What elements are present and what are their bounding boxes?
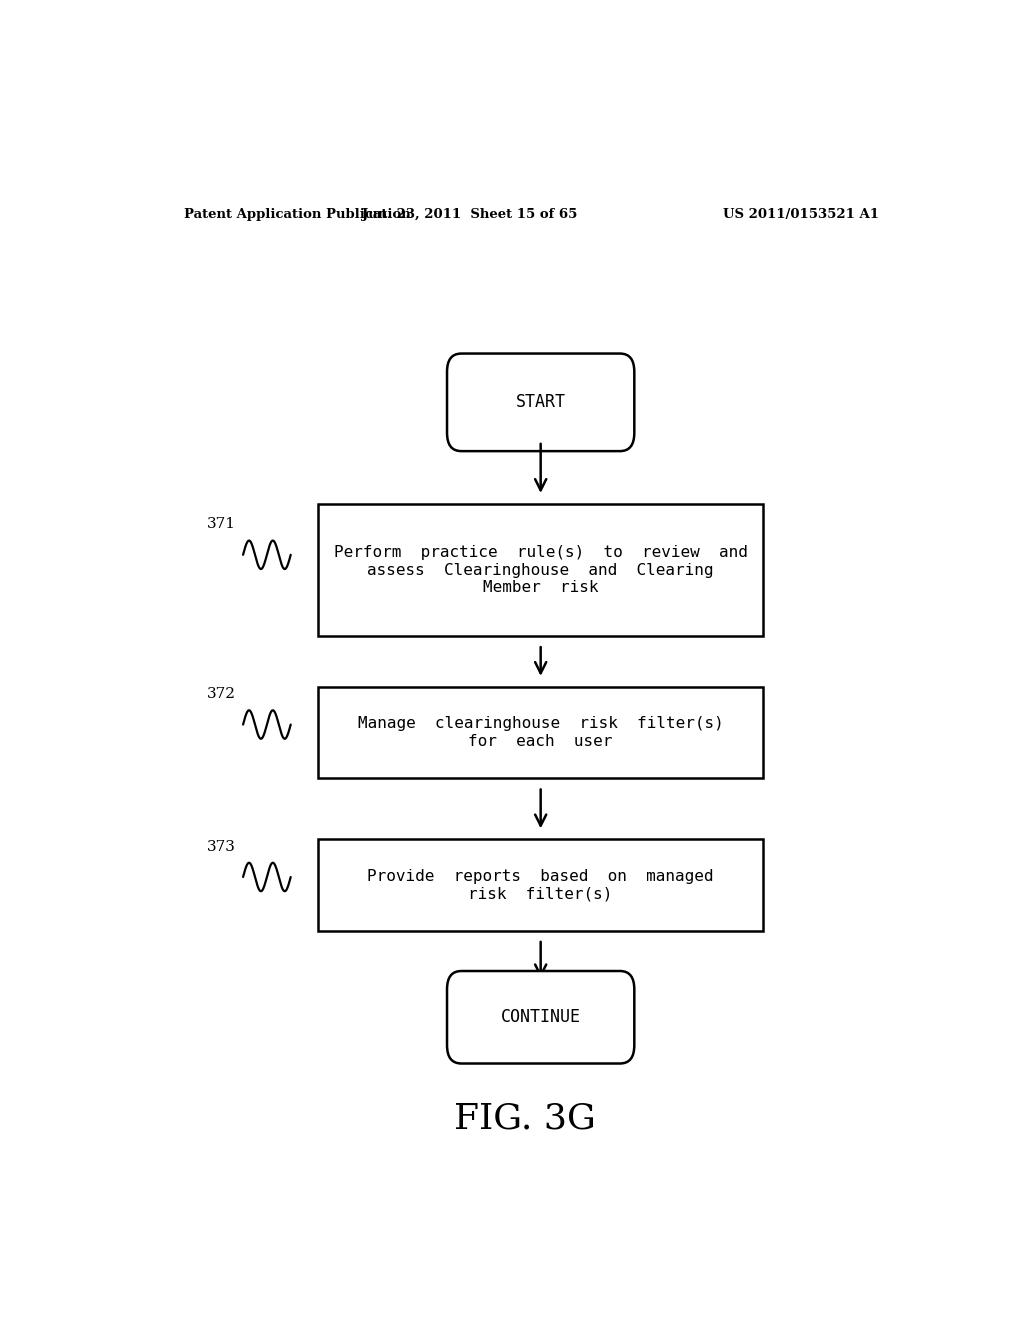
Text: CONTINUE: CONTINUE	[501, 1008, 581, 1026]
Text: Provide  reports  based  on  managed
risk  filter(s): Provide reports based on managed risk fi…	[368, 869, 714, 902]
Bar	[318, 840, 763, 931]
Text: Patent Application Publication: Patent Application Publication	[183, 207, 411, 220]
Text: FIG. 3G: FIG. 3G	[454, 1102, 596, 1137]
Text: 373: 373	[207, 840, 237, 854]
Text: Manage  clearinghouse  risk  filter(s)
for  each  user: Manage clearinghouse risk filter(s) for …	[357, 717, 724, 748]
Text: 372: 372	[207, 686, 237, 701]
Bar	[318, 686, 763, 779]
FancyBboxPatch shape	[447, 972, 634, 1064]
Text: US 2011/0153521 A1: US 2011/0153521 A1	[723, 207, 880, 220]
FancyBboxPatch shape	[447, 354, 634, 451]
Text: Perform  practice  rule(s)  to  review  and
assess  Clearinghouse  and  Clearing: Perform practice rule(s) to review and a…	[334, 545, 748, 595]
Text: START: START	[516, 393, 565, 412]
Text: 371: 371	[207, 517, 237, 532]
Text: Jun. 23, 2011  Sheet 15 of 65: Jun. 23, 2011 Sheet 15 of 65	[361, 207, 577, 220]
Bar	[318, 504, 763, 636]
